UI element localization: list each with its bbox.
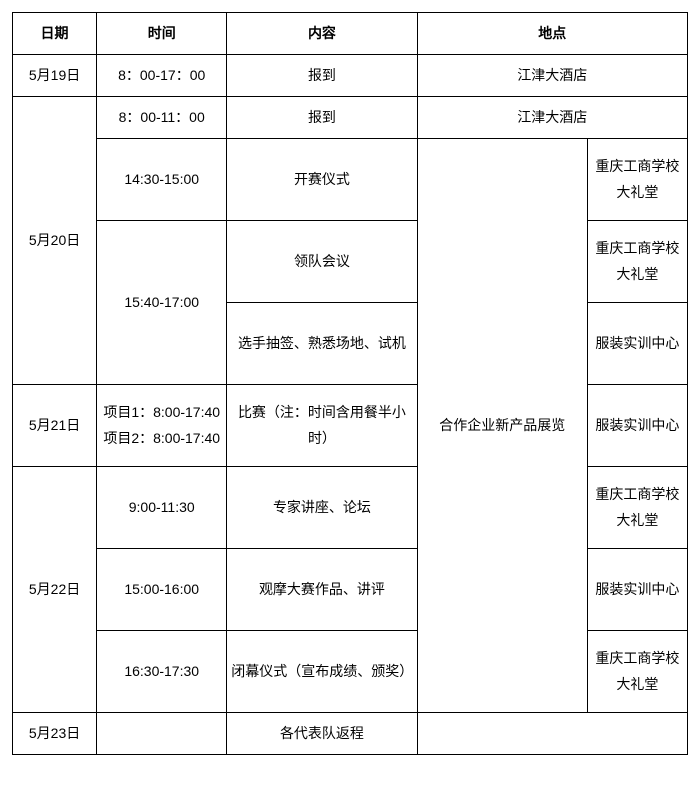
cell-time: 9:00-11:30	[97, 467, 227, 549]
cell-time: 14:30-15:00	[97, 139, 227, 221]
cell-time: 15:00-16:00	[97, 549, 227, 631]
cell-location: 重庆工商学校大礼堂	[587, 139, 687, 221]
cell-time: 8：00-11：00	[97, 97, 227, 139]
cell-content: 选手抽签、熟悉场地、试机	[227, 303, 417, 385]
cell-time: 8：00-17：00	[97, 55, 227, 97]
header-date: 日期	[13, 13, 97, 55]
table-row: 5月20日 8：00-11：00 报到 江津大酒店	[13, 97, 688, 139]
cell-location: 江津大酒店	[417, 97, 687, 139]
cell-date: 5月23日	[13, 713, 97, 755]
cell-location: 江津大酒店	[417, 55, 687, 97]
cell-content: 领队会议	[227, 221, 417, 303]
table-row: 14:30-15:00 开赛仪式 合作企业新产品展览 重庆工商学校大礼堂	[13, 139, 688, 221]
cell-content: 各代表队返程	[227, 713, 417, 755]
cell-content: 观摩大赛作品、讲评	[227, 549, 417, 631]
cell-location: 重庆工商学校大礼堂	[587, 631, 687, 713]
cell-time	[97, 713, 227, 755]
table-header-row: 日期 时间 内容 地点	[13, 13, 688, 55]
cell-content: 报到	[227, 55, 417, 97]
cell-time: 15:40-17:00	[97, 221, 227, 385]
cell-content: 闭幕仪式（宣布成绩、颁奖）	[227, 631, 417, 713]
cell-date: 5月19日	[13, 55, 97, 97]
header-time: 时间	[97, 13, 227, 55]
cell-time: 项目1：8:00-17:40 项目2：8:00-17:40	[97, 385, 227, 467]
cell-location	[417, 713, 687, 755]
cell-location: 重庆工商学校大礼堂	[587, 467, 687, 549]
cell-exhibition: 合作企业新产品展览	[417, 139, 587, 713]
cell-content: 报到	[227, 97, 417, 139]
cell-date: 5月21日	[13, 385, 97, 467]
schedule-table: 日期 时间 内容 地点 5月19日 8：00-17：00 报到 江津大酒店 5月…	[12, 12, 688, 755]
table-row: 5月23日 各代表队返程	[13, 713, 688, 755]
cell-content: 比赛（注：时间含用餐半小时）	[227, 385, 417, 467]
cell-location: 服装实训中心	[587, 549, 687, 631]
cell-location: 服装实训中心	[587, 303, 687, 385]
cell-content: 开赛仪式	[227, 139, 417, 221]
cell-content: 专家讲座、论坛	[227, 467, 417, 549]
cell-time: 16:30-17:30	[97, 631, 227, 713]
header-location: 地点	[417, 13, 687, 55]
table-row: 5月19日 8：00-17：00 报到 江津大酒店	[13, 55, 688, 97]
header-content: 内容	[227, 13, 417, 55]
cell-date: 5月22日	[13, 467, 97, 713]
cell-location: 重庆工商学校大礼堂	[587, 221, 687, 303]
cell-location: 服装实训中心	[587, 385, 687, 467]
cell-date: 5月20日	[13, 97, 97, 385]
